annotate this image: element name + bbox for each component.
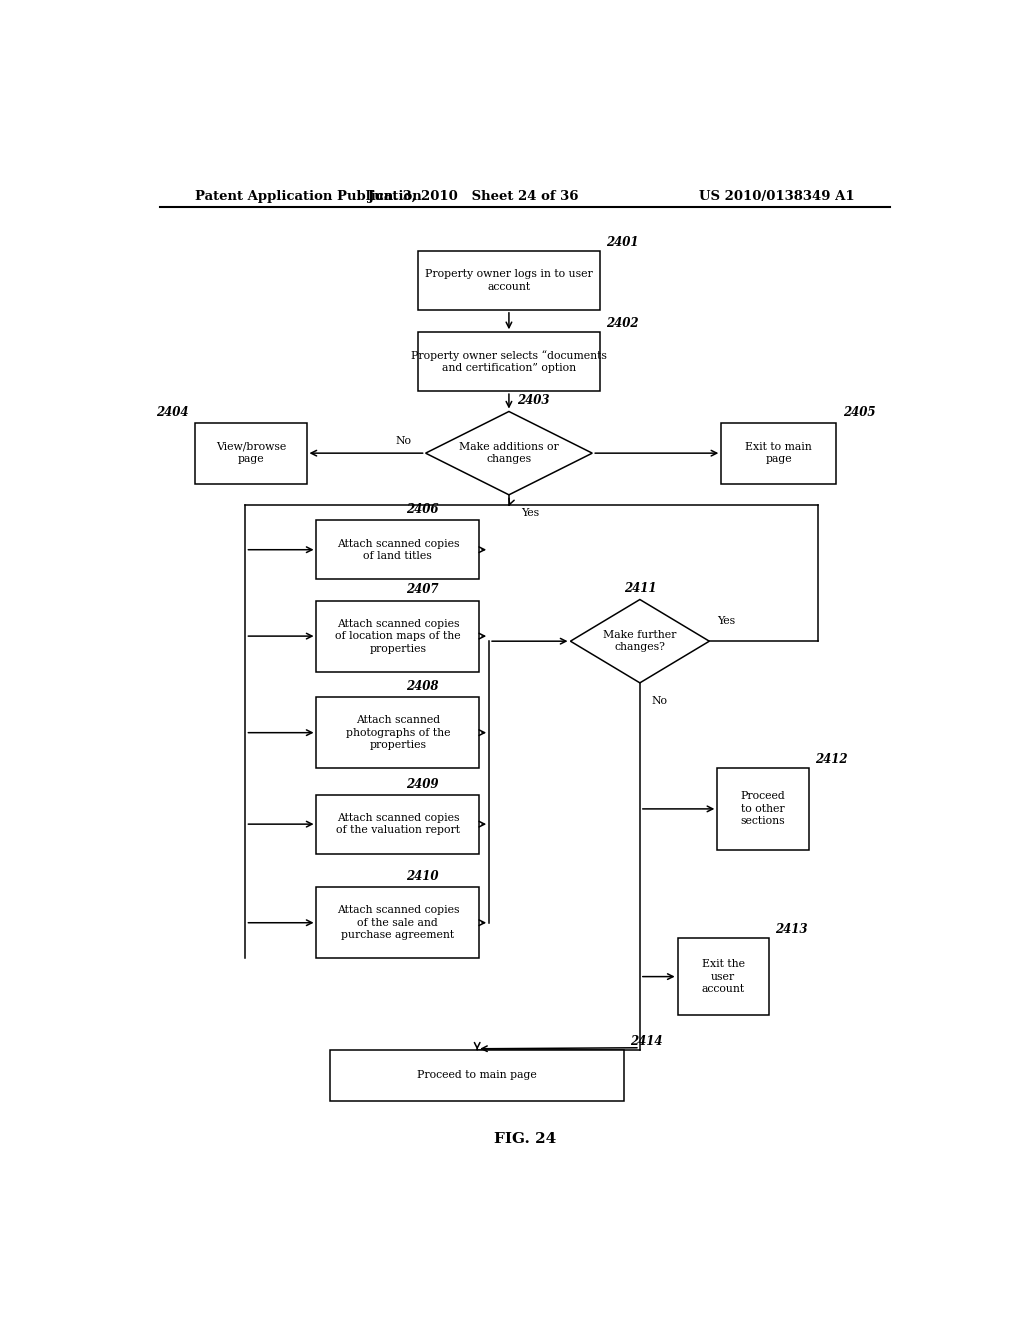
FancyBboxPatch shape: [721, 422, 837, 483]
Text: 2409: 2409: [406, 777, 438, 791]
FancyBboxPatch shape: [418, 333, 600, 391]
Text: Make further
changes?: Make further changes?: [603, 630, 677, 652]
Polygon shape: [570, 599, 710, 682]
Text: Yes: Yes: [521, 508, 539, 519]
Text: Yes: Yes: [717, 616, 735, 626]
Text: Patent Application Publication: Patent Application Publication: [196, 190, 422, 202]
Text: 2402: 2402: [606, 317, 639, 330]
FancyBboxPatch shape: [678, 939, 769, 1015]
FancyBboxPatch shape: [316, 601, 479, 672]
Text: Attach scanned copies
of the sale and
purchase agreement: Attach scanned copies of the sale and pu…: [337, 906, 459, 940]
Text: Jun. 3, 2010   Sheet 24 of 36: Jun. 3, 2010 Sheet 24 of 36: [368, 190, 579, 202]
FancyBboxPatch shape: [316, 697, 479, 768]
Text: 2406: 2406: [406, 503, 438, 516]
Text: 2405: 2405: [843, 405, 876, 418]
Text: 2401: 2401: [606, 236, 639, 249]
FancyBboxPatch shape: [316, 520, 479, 579]
Text: US 2010/0138349 A1: US 2010/0138349 A1: [698, 190, 854, 202]
Text: 2413: 2413: [775, 924, 808, 936]
Polygon shape: [426, 412, 592, 495]
Text: Make additions or
changes: Make additions or changes: [459, 442, 559, 465]
Text: 2414: 2414: [631, 1035, 663, 1048]
Text: FIG. 24: FIG. 24: [494, 1133, 556, 1146]
Text: Attach scanned copies
of the valuation report: Attach scanned copies of the valuation r…: [336, 813, 460, 836]
FancyBboxPatch shape: [316, 795, 479, 854]
Text: Exit to main
page: Exit to main page: [745, 442, 812, 465]
Text: Exit the
user
account: Exit the user account: [701, 960, 744, 994]
FancyBboxPatch shape: [316, 887, 479, 958]
Text: No: No: [395, 436, 412, 446]
Text: 2403: 2403: [517, 395, 549, 408]
Text: View/browse
page: View/browse page: [216, 442, 286, 465]
Text: 2407: 2407: [406, 583, 438, 597]
Text: 2410: 2410: [406, 870, 438, 883]
Text: 2411: 2411: [624, 582, 656, 595]
FancyBboxPatch shape: [331, 1049, 624, 1101]
Text: Property owner selects “documents
and certification” option: Property owner selects “documents and ce…: [411, 350, 607, 374]
FancyBboxPatch shape: [418, 251, 600, 310]
Text: 2408: 2408: [406, 680, 438, 693]
FancyBboxPatch shape: [717, 768, 809, 850]
Text: Proceed
to other
sections: Proceed to other sections: [740, 792, 785, 826]
Text: Attach scanned
photographs of the
properties: Attach scanned photographs of the proper…: [345, 715, 451, 750]
FancyBboxPatch shape: [196, 422, 306, 483]
Text: 2412: 2412: [815, 754, 848, 766]
Text: Proceed to main page: Proceed to main page: [418, 1071, 537, 1080]
Text: Attach scanned copies
of location maps of the
properties: Attach scanned copies of location maps o…: [335, 619, 461, 653]
Text: No: No: [652, 696, 668, 706]
Text: Property owner logs in to user
account: Property owner logs in to user account: [425, 269, 593, 292]
Text: Attach scanned copies
of land titles: Attach scanned copies of land titles: [337, 539, 459, 561]
Text: 2404: 2404: [156, 405, 188, 418]
